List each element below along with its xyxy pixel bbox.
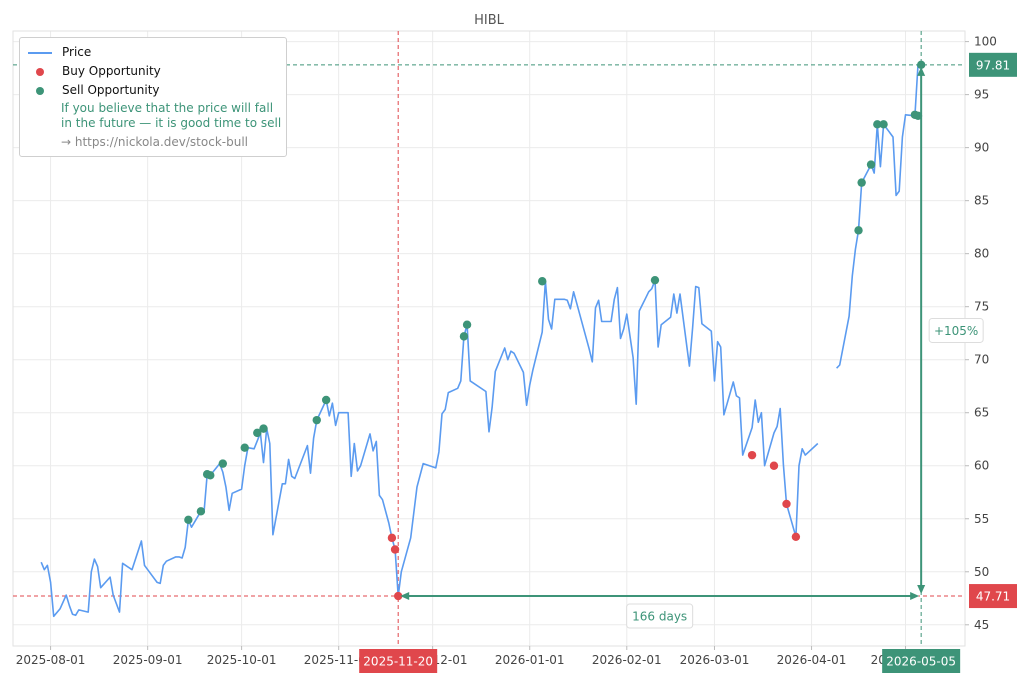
sell-point (206, 471, 215, 480)
buy-point (791, 532, 801, 541)
buy-date-badge (359, 649, 438, 673)
annotations: 166 days +105% 97.81 47.71 2025-11-20 2026-05… (359, 52, 1017, 673)
duration-label: 166 days (632, 610, 687, 624)
x-tick-label: 2025-11-01 (304, 653, 374, 667)
chart-title: HIBL (474, 13, 505, 28)
y-axis: 45 50 55 60 65 70 75 80 85 90 95 100 (965, 35, 997, 632)
sell-point (879, 120, 888, 129)
sell-point (866, 160, 876, 169)
buy-price-badge (969, 584, 1017, 609)
legend: Price Buy Opportunity Sell Opportunity I… (19, 37, 287, 157)
sell-point (253, 428, 262, 438)
change-arrow-head-down (917, 585, 926, 595)
y-tick-label: 100 (974, 35, 997, 49)
x-tick-label: 2025-09-01 (113, 653, 183, 667)
sell-price-badge (969, 52, 1017, 77)
sell-point (854, 226, 863, 235)
sell-point (218, 459, 228, 468)
price-line-segment (40, 279, 819, 618)
legend-link[interactable]: → https://nickola.dev/stock-bull (61, 135, 248, 149)
y-tick-label: 75 (974, 300, 989, 314)
y-tick-label: 90 (974, 141, 989, 155)
sell-date-badge (882, 649, 961, 673)
legend-label-sell: Sell Opportunity (62, 83, 160, 97)
sell-point (538, 277, 547, 286)
sell-point (312, 415, 321, 425)
sell-point (321, 395, 331, 405)
sell-point (462, 320, 472, 329)
sell-point (873, 120, 882, 129)
sell-point (196, 507, 206, 516)
y-tick-label: 60 (974, 459, 989, 473)
y-tick-label: 45 (974, 618, 989, 632)
sell-point (459, 332, 469, 341)
buy-point (387, 533, 397, 543)
buy-point (747, 450, 757, 460)
buy-price-label: 47.71 (976, 590, 1010, 604)
y-tick-label: 55 (974, 512, 989, 526)
price-line-swatch (28, 51, 52, 54)
sell-point (240, 443, 249, 452)
y-tick-label: 95 (974, 88, 989, 102)
x-tick-label: 2025-10-01 (207, 653, 277, 667)
sell-date-label: 2026-05-05 (886, 655, 956, 669)
legend-note: If you believe that the price will fall … (61, 101, 281, 131)
change-label-box (928, 317, 984, 343)
sell-point (259, 424, 268, 433)
x-tick-label: 2026-02-01 (592, 653, 662, 667)
x-tick-label: 2025-08-01 (16, 653, 86, 667)
x-tick-label: 2026-01-01 (495, 653, 565, 667)
duration-arrow-head-right (910, 592, 920, 601)
sell-dot-swatch (36, 86, 44, 95)
legend-label-price: Price (62, 45, 92, 59)
x-tick-label: 2026-04-01 (777, 653, 847, 667)
change-arrow-head-up (917, 66, 926, 76)
buy-point (390, 545, 400, 554)
legend-note-line-1: If you believe that the price will fall (61, 101, 274, 115)
y-tick-label: 70 (974, 353, 989, 367)
legend-item-price: Price (28, 44, 91, 60)
sell-point (857, 178, 866, 187)
legend-label-buy: Buy Opportunity (62, 64, 161, 78)
sell-point (650, 275, 660, 285)
duration-arrow-head-left (400, 592, 410, 601)
y-tick-label: 80 (974, 247, 989, 261)
sell-price-label: 97.81 (976, 58, 1010, 72)
sell-point (916, 60, 926, 70)
sell-point (184, 515, 193, 525)
buy-point (769, 461, 779, 470)
buy-dot-swatch (36, 67, 44, 76)
change-label: +105% (934, 324, 978, 338)
duration-label-box (626, 603, 694, 629)
legend-item-sell: Sell Opportunity (28, 82, 160, 98)
legend-item-buy: Buy Opportunity (28, 63, 161, 79)
y-tick-label: 85 (974, 194, 989, 208)
buy-point (393, 591, 403, 601)
legend-note-line-2: in the future — it is good time to sell (61, 116, 282, 130)
buy-point (782, 499, 791, 509)
x-tick-label: 2026-03-01 (680, 653, 750, 667)
opportunity-points (184, 60, 926, 601)
sell-point (913, 111, 923, 121)
buy-date-label: 2025-11-20 (363, 655, 433, 669)
y-tick-label: 65 (974, 406, 989, 420)
y-tick-label: 50 (974, 565, 989, 579)
